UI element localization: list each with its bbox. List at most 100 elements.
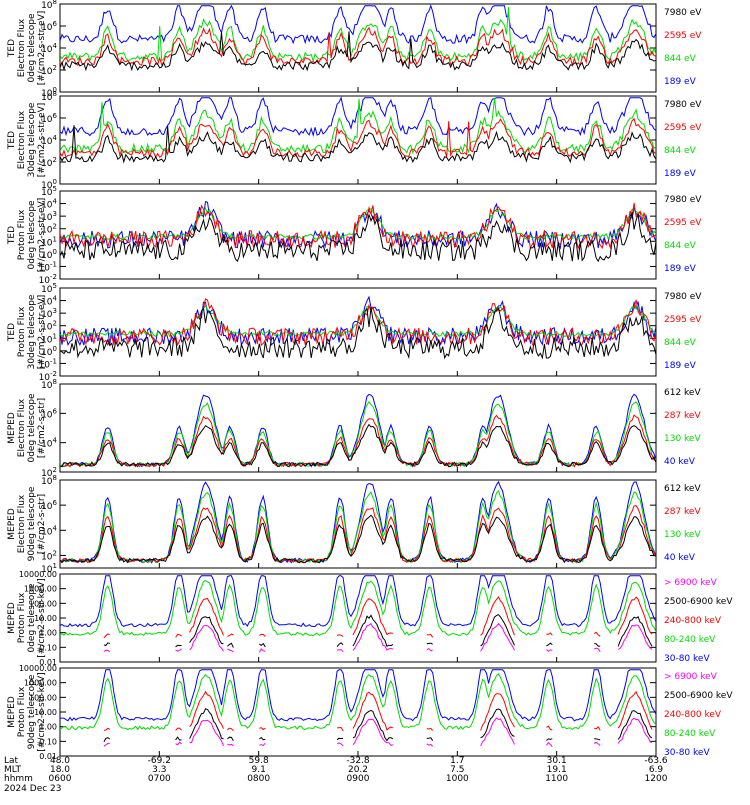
- y-axis-label-line: TED: [7, 226, 17, 245]
- y-tick-label: 1000.00: [24, 585, 57, 594]
- y-axis-label-line: 0deg telescope: [27, 200, 37, 270]
- legend-entry: 189 eV: [664, 169, 697, 179]
- y-axis-label-line: 0deg telescope: [27, 393, 37, 463]
- y-axis-label: MEPEDProton Flux0deg telescope[#/cm2-s-s…: [7, 578, 47, 657]
- legend-entry: 7980 eV: [664, 100, 702, 110]
- legend-entry: 844 eV: [664, 338, 697, 348]
- footer-mlt-value: 3.3: [152, 765, 166, 775]
- y-tick-label: 101: [41, 332, 57, 345]
- footer-hhmm-value: 0900: [347, 774, 370, 784]
- footer-mlt-value: 6.9: [649, 765, 664, 775]
- footer-lat-value: -63.6: [644, 756, 668, 766]
- y-tick-label: 0.01: [39, 752, 57, 761]
- y-tick-label: 100: [41, 248, 57, 261]
- y-axis-label-line: MEPED: [7, 602, 17, 634]
- series-line-2: [60, 117, 656, 159]
- legend-entry: 2595 eV: [664, 31, 702, 41]
- legend-entry: 2595 eV: [664, 123, 702, 133]
- y-tick-label: 0.01: [39, 658, 57, 667]
- y-tick-label: 105: [41, 185, 57, 198]
- footer-mlt-value: 7.5: [450, 765, 464, 775]
- panel-5: 102 104 106 108 MEPEDElectron Flux0deg teles…: [7, 378, 701, 479]
- series-line-2: [60, 298, 656, 347]
- legend-entry: 7980 eV: [664, 8, 702, 18]
- legend-entry: 287 keV: [664, 507, 701, 517]
- legend-entry: 2500-6900 keV: [664, 691, 733, 701]
- y-axis-label-line: MEPED: [7, 508, 17, 540]
- y-axis-label-line: [#/cm2-s-str-eV]: [37, 295, 47, 370]
- y-tick-label: 108: [41, 0, 57, 11]
- legend-entry: > 6900 keV: [664, 672, 718, 682]
- y-tick-label: 100.00: [29, 599, 57, 608]
- y-tick-label: 102: [41, 223, 57, 236]
- y-tick-label: 10000.00: [19, 570, 57, 579]
- y-tick-label: 105: [41, 282, 57, 295]
- y-axis-label-line: Proton Flux: [17, 592, 27, 643]
- legend-entry: 30-80 keV: [664, 748, 710, 758]
- legend-entry: 240-800 keV: [664, 616, 722, 626]
- footer-mlt-value: 19.1: [547, 765, 567, 775]
- panel-frame: [59, 573, 657, 663]
- y-axis-label: MEPEDProton Flux90deg telescope[#/cm2-s-…: [7, 672, 47, 751]
- legend-entry: 30-80 keV: [664, 654, 710, 664]
- legend-entry: 189 eV: [664, 361, 697, 371]
- y-axis-label: TEDProton Flux30deg telescope[#/cm2-s-st…: [7, 294, 47, 369]
- legend-entry: 7980 eV: [664, 292, 702, 302]
- footer-row-label: hhmm: [4, 774, 33, 784]
- series-line-2: [103, 613, 653, 648]
- series-line-2: [60, 26, 656, 68]
- y-tick-label: 102: [41, 156, 57, 169]
- series-line-2: [60, 505, 656, 564]
- y-axis-label: TEDProton Flux0deg telescope[#/cm2-s-str…: [7, 198, 47, 273]
- footer-hhmm-value: 0800: [247, 774, 270, 784]
- y-axis-label-line: 90deg telescope: [27, 486, 37, 561]
- legend-entry: 844 eV: [664, 146, 697, 156]
- footer-row-label: Lat: [4, 756, 19, 766]
- y-tick-label: 104: [41, 295, 57, 308]
- footer-mlt-value: 18.0: [50, 765, 70, 775]
- y-tick-label: 1.00: [39, 629, 57, 638]
- series-line-4: [60, 673, 656, 731]
- y-tick-label: 106: [41, 407, 57, 420]
- y-axis-label-line: TED: [7, 131, 17, 150]
- series-line-3: [103, 596, 653, 639]
- y-axis-label-line: [#/cm2-s-str-eV]: [37, 11, 47, 86]
- legend-entry: 287 keV: [664, 411, 701, 421]
- series-line-4: [60, 393, 656, 468]
- y-tick-label: 108: [41, 378, 57, 391]
- legend-entry: 189 eV: [664, 77, 697, 87]
- panel-7: 0.010.101.0010.00100.001000.0010000.00ME…: [7, 570, 733, 667]
- y-axis-label-line: TED: [7, 323, 17, 342]
- series-line-5: [60, 669, 656, 722]
- y-tick-label: 108: [41, 90, 57, 103]
- y-axis-label: MEPEDElectron Flux90deg telescope[#/cm2-…: [7, 486, 47, 561]
- series-line-2: [60, 202, 656, 250]
- footer-hhmm-value: 1000: [446, 774, 469, 784]
- footer-lat-value: 1.7: [450, 756, 464, 766]
- y-tick-label: 0.10: [39, 643, 57, 652]
- footer-lat-value: -32.8: [346, 756, 370, 766]
- footer-hhmm-value: 1200: [645, 774, 668, 784]
- y-axis-label: TEDElectron Flux0deg telescope[#/cm2-s-s…: [7, 11, 47, 86]
- y-tick-label: 1.00: [39, 723, 57, 732]
- y-tick-label: 10000.00: [19, 664, 57, 673]
- legend-entry: 189 eV: [664, 264, 697, 274]
- y-tick-label: 101: [41, 562, 57, 575]
- y-axis-label-line: [#/cm2-s-str-eV]: [37, 198, 47, 273]
- series-line-1: [103, 717, 653, 748]
- y-tick-label: 101: [41, 235, 57, 248]
- footer-lat-value: 48.0: [50, 756, 70, 766]
- footer-hhmm-value: 1100: [545, 774, 568, 784]
- y-axis-label: TEDElectron Flux30deg telescope[#/cm2-s-…: [7, 102, 47, 177]
- series-line-5: [60, 575, 656, 628]
- series-line-4: [60, 580, 656, 637]
- y-axis-label-line: [#/cm2-s-str-keV]: [37, 672, 47, 751]
- series-line-3: [60, 97, 656, 155]
- y-tick-label: 1000.00: [24, 679, 57, 688]
- legend-entry: > 6900 keV: [664, 578, 718, 588]
